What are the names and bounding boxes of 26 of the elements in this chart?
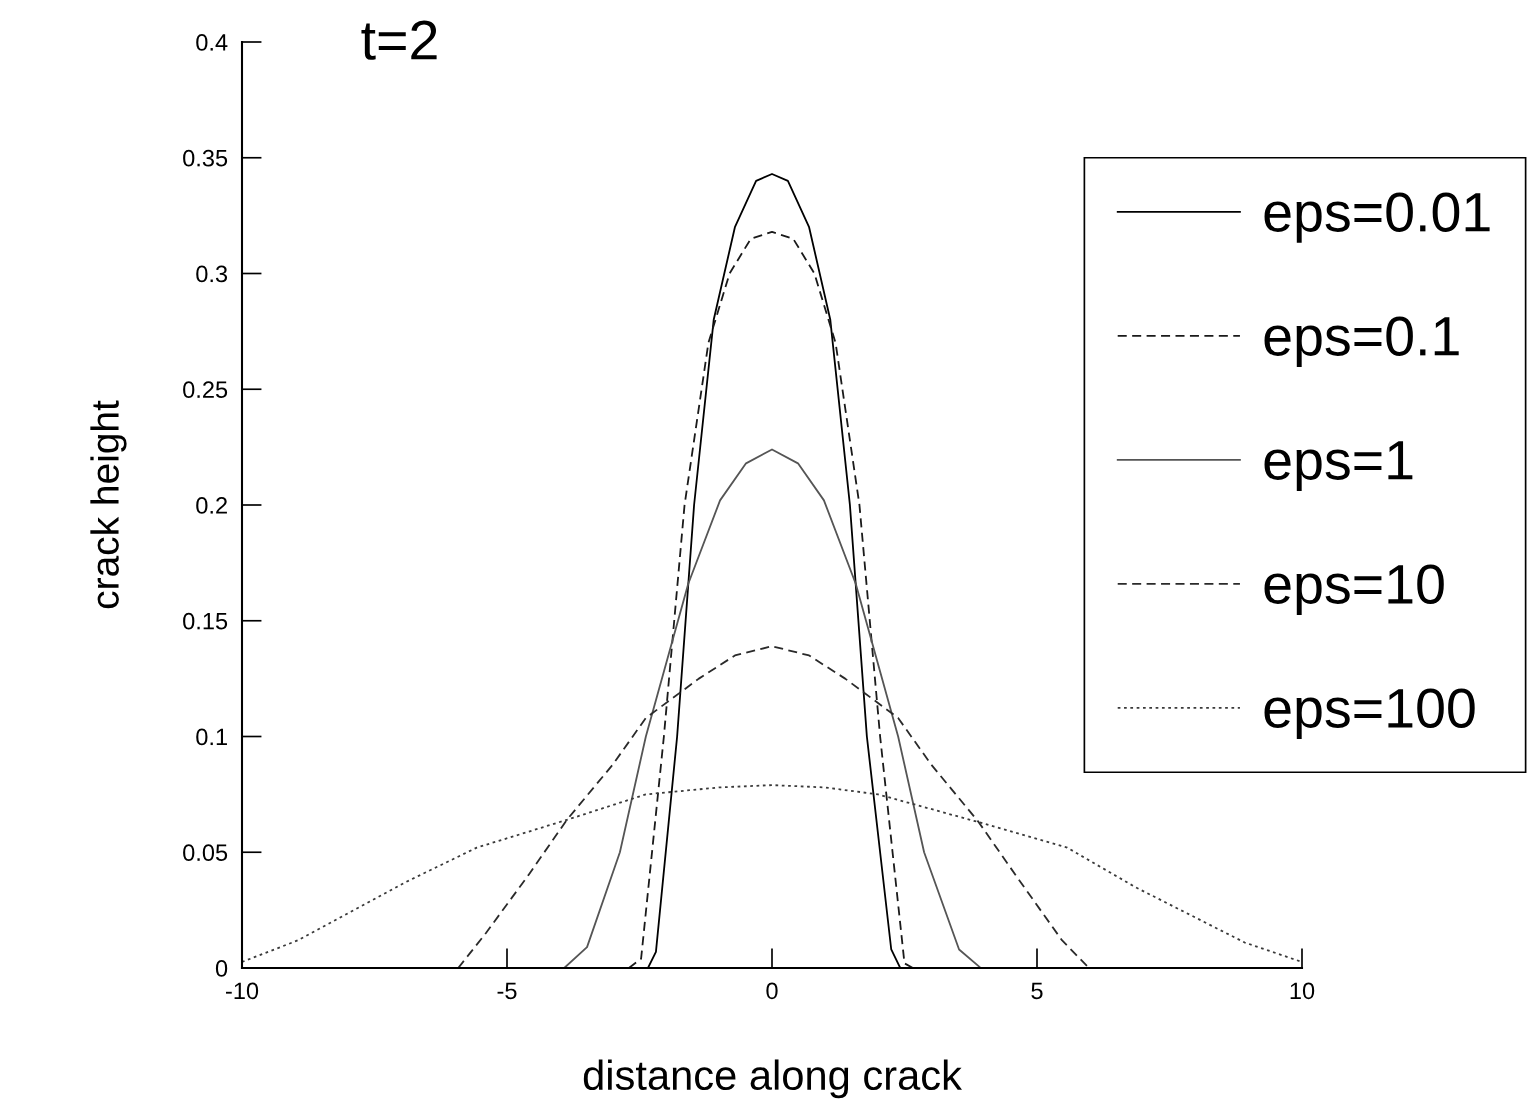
line-series [563, 448, 982, 968]
x-tick-label: 10 [1290, 982, 1315, 1000]
y-tick-label: 0.35 [183, 149, 228, 167]
legend-label: eps=10 [1264, 564, 1444, 615]
x-tick-label: -10 [225, 982, 259, 1000]
y-tick-label: 0.3 [196, 265, 228, 283]
y-tick-label: 0 [215, 960, 228, 977]
x-tick-label: -5 [497, 982, 517, 1000]
chart-title: t=2 [361, 20, 437, 60]
legend-label: eps=1 [1264, 441, 1413, 491]
x-axis-title: distance along crack [583, 1059, 962, 1099]
y-tick-label: 0.1 [196, 728, 227, 746]
y-tick-label: 0.15 [183, 612, 228, 630]
x-tick-label: 0 [766, 982, 778, 1000]
y-tick-label: 0.05 [183, 844, 228, 862]
x-tick-label: 5 [1031, 982, 1043, 1000]
y-tick-label: 0.4 [196, 34, 228, 51]
line-series [242, 784, 1302, 963]
y-tick-label: 0.25 [183, 381, 228, 399]
line-series [627, 230, 914, 968]
line-series [457, 645, 1090, 968]
legend-label: eps=0.1 [1264, 316, 1459, 367]
legend-label: eps=0.01 [1264, 192, 1490, 243]
y-tick-label: 0.2 [196, 497, 227, 514]
y-axis-title: crack height [90, 400, 127, 609]
legend-label: eps=100 [1264, 688, 1475, 739]
